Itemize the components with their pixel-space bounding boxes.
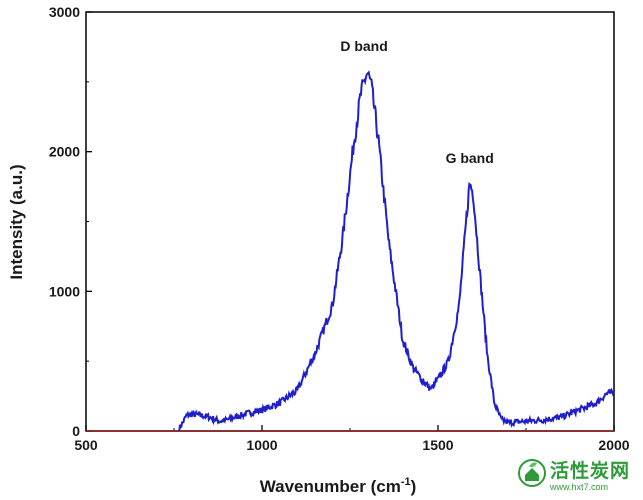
y-tick-label: 3000 <box>49 4 80 20</box>
axis-ticks <box>85 11 615 432</box>
plot-border <box>85 11 615 432</box>
watermark-title: 活性炭网 <box>550 460 631 482</box>
x-tick-label: 1000 <box>246 437 277 453</box>
y-axis-title: Intensity (a.u.) <box>7 164 26 279</box>
x-axis-title-main: Wavenumber (cm <box>260 477 401 496</box>
x-axis-title-end: ) <box>411 477 417 496</box>
axis-tick-labels: 500 1000 1500 2000 0 1000 2000 3000 <box>49 4 630 453</box>
x-axis-title: Wavenumber (cm-1) <box>260 476 417 496</box>
site-watermark: 活性炭网 www.hxt7.com <box>517 456 637 496</box>
annotation-d-band: D band <box>340 38 387 54</box>
annotation-g-band: G band <box>446 150 494 166</box>
y-tick-label: 2000 <box>49 144 80 160</box>
leaf-house-logo-icon <box>518 459 546 487</box>
x-tick-label: 500 <box>74 437 98 453</box>
x-tick-label: 1500 <box>422 437 453 453</box>
y-tick-label: 1000 <box>49 283 80 299</box>
y-tick-label: 0 <box>72 423 80 439</box>
plot-frame <box>85 11 615 432</box>
x-tick-label: 2000 <box>598 437 629 453</box>
watermark-url: www.hxt7.com <box>550 482 609 492</box>
x-axis-title-superscript: -1 <box>401 476 411 488</box>
series-line-spectrum <box>178 70 615 432</box>
